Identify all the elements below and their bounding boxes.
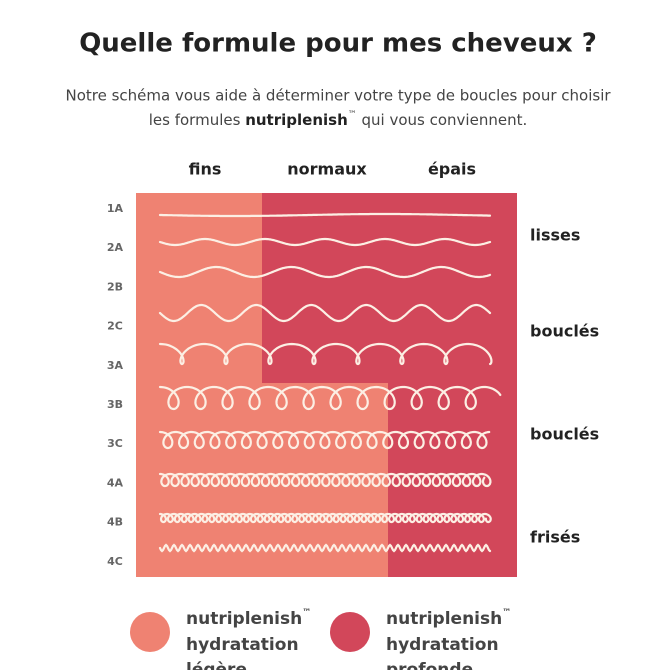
brand: nutriplenish <box>386 609 502 629</box>
hair-curl <box>158 512 492 524</box>
column-label: épais <box>428 160 476 179</box>
legend-brand: nutriplenish™ <box>386 608 511 630</box>
curls <box>158 212 502 553</box>
brand: nutriplenish <box>245 111 348 129</box>
subtitle-part: qui vous conviennent. <box>357 111 527 129</box>
brand: nutriplenish <box>186 609 302 629</box>
row-label: 2B <box>107 280 123 293</box>
hair-curl <box>158 237 492 247</box>
row-label: 3A <box>107 359 124 372</box>
trademark: ™ <box>302 608 311 618</box>
group-label: bouclés <box>530 425 599 444</box>
row-label: 2C <box>107 320 123 333</box>
group-label: bouclés <box>530 322 599 341</box>
row-label: 1A <box>107 202 124 215</box>
hair-curl <box>158 212 492 218</box>
trademark: ™ <box>348 110 357 120</box>
legend-line: légère <box>186 660 247 670</box>
row-label: 4B <box>107 516 123 529</box>
group-label: lisses <box>530 226 580 245</box>
column-label: fins <box>189 160 222 179</box>
column-label: normaux <box>287 160 367 179</box>
legend-line: hydratation <box>186 635 299 655</box>
hair-curl <box>158 430 491 450</box>
legend-brand: nutriplenish™ <box>186 608 311 630</box>
group-label: frisés <box>530 528 580 547</box>
hair-curl <box>158 265 492 279</box>
subtitle-part: les formules <box>149 111 245 129</box>
legend-line: profonde <box>386 660 473 670</box>
legend-swatch <box>330 612 370 652</box>
legend-swatch <box>130 612 170 652</box>
hair-curl <box>158 543 492 553</box>
hair-curl <box>158 303 492 323</box>
row-label: 3C <box>107 437 123 450</box>
hair-curl <box>158 385 502 411</box>
subtitle: les formules nutriplenish™ qui vous conv… <box>149 110 527 129</box>
hair-curl <box>158 472 492 488</box>
hair-curl <box>158 342 493 366</box>
subtitle: Notre schéma vous aide à déterminer votr… <box>65 87 611 105</box>
trademark: ™ <box>502 608 511 618</box>
row-label: 4C <box>107 555 123 568</box>
title: Quelle formule pour mes cheveux ? <box>79 29 597 59</box>
row-label: 2A <box>107 241 124 254</box>
row-label: 3B <box>107 398 123 411</box>
legend-line: hydratation <box>386 635 499 655</box>
row-label: 4A <box>107 476 124 489</box>
